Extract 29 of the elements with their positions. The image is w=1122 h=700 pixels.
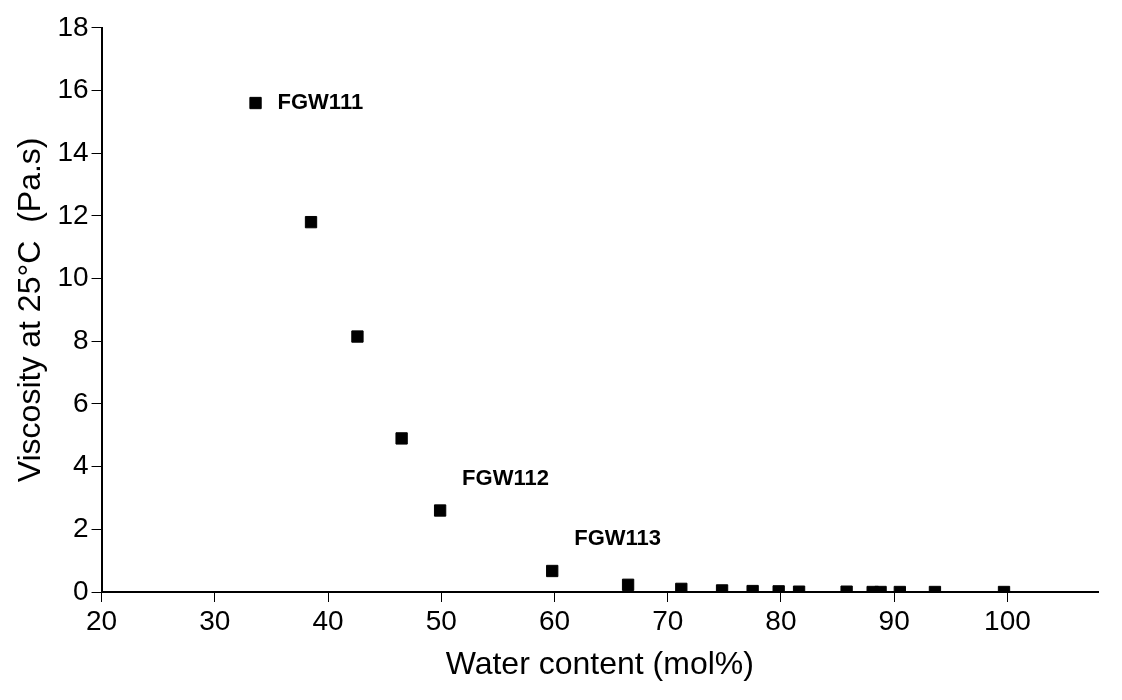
point [304, 215, 318, 229]
y-tick-label: 4 [72, 449, 89, 481]
y-tick-label: 0 [72, 574, 89, 606]
x-tick-label: 100 [984, 604, 1031, 636]
annotation: FGW112 [462, 464, 549, 490]
y-tick-label: 8 [72, 323, 89, 355]
x-tick-label: 50 [425, 604, 457, 636]
point [351, 330, 364, 343]
point [675, 582, 688, 592]
x-tick-label: 40 [312, 604, 344, 636]
annotation: FGW113 [574, 525, 662, 551]
annotation: FGW111 [277, 89, 364, 115]
point [249, 96, 262, 110]
x-tick-label: 80 [765, 604, 797, 636]
y-tick-label: 10 [57, 261, 89, 293]
y-tick-label: 2 [72, 512, 89, 544]
x-tick-label: 20 [85, 604, 118, 636]
x-tick-label: 30 [199, 604, 231, 636]
y-axis-title: Viscosity at 25°C (Pa.s) [11, 137, 48, 483]
y-tick-label: 14 [57, 135, 89, 167]
x-tick-label: 70 [652, 604, 684, 636]
x-tick-label: 90 [878, 604, 910, 636]
x-axis-title: Water content (mol%) [445, 644, 754, 681]
y-tick-label: 12 [57, 198, 89, 230]
y-tick-label: 16 [57, 73, 89, 105]
y-tick-label: 18 [57, 10, 89, 42]
point [395, 432, 408, 445]
x-tick-label: 60 [538, 604, 571, 636]
y-tick-label: 6 [72, 386, 89, 418]
